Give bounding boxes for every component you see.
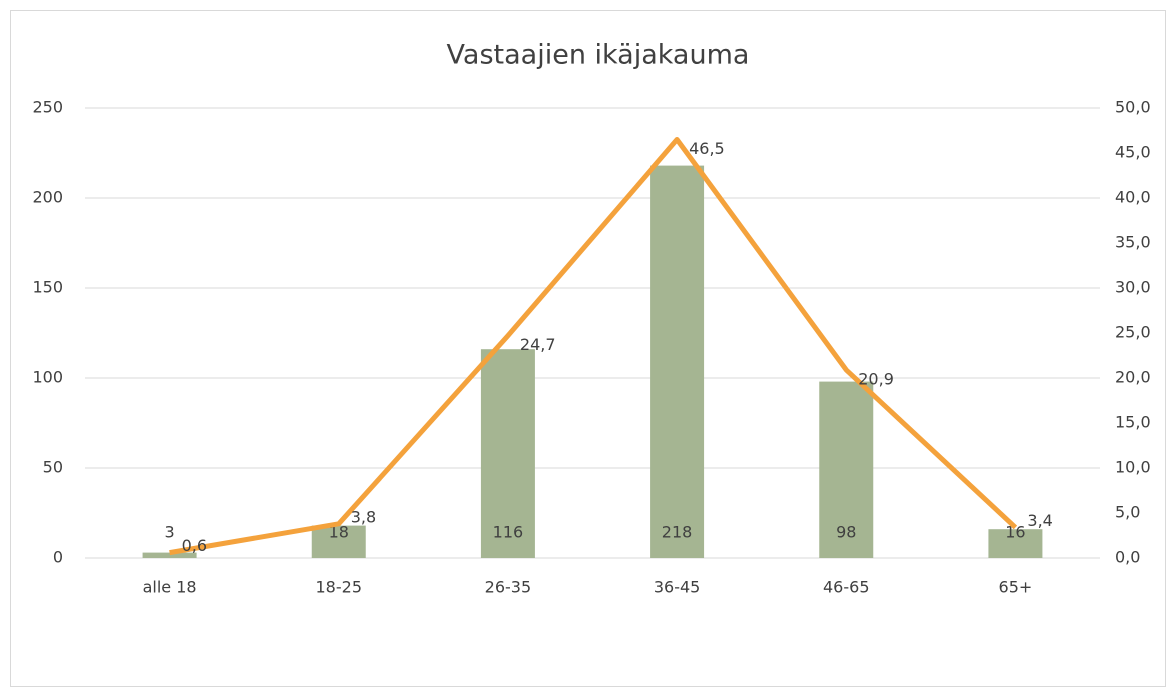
y2-tick-label: 20,0 <box>1115 368 1151 387</box>
y-tick-label: 50 <box>43 458 63 477</box>
line-value-label: 3,4 <box>1027 511 1052 530</box>
bar <box>480 349 535 558</box>
bar-value-label: 3 <box>164 523 174 542</box>
line <box>169 137 1018 556</box>
x-tick-label: 26-35 <box>485 578 532 597</box>
y-tick-label: 200 <box>32 188 63 207</box>
line-value-label: 46,5 <box>689 139 725 158</box>
x-tick-label: 36-45 <box>654 578 701 597</box>
y2-tick-label: 30,0 <box>1115 278 1151 297</box>
y2-tick-label: 40,0 <box>1115 188 1151 207</box>
bar <box>650 165 705 558</box>
bar <box>819 381 874 558</box>
x-tick-label: 65+ <box>999 578 1033 597</box>
y2-tick-label: 50,0 <box>1115 98 1151 117</box>
y2-tick-label: 25,0 <box>1115 323 1151 342</box>
line-value-label: 3,8 <box>351 507 376 526</box>
y2-tick-label: 0,0 <box>1115 548 1140 567</box>
x-tick-label: alle 18 <box>143 578 197 597</box>
y2-tick-label: 35,0 <box>1115 233 1151 252</box>
line-value-label: 0,6 <box>182 536 207 555</box>
bar-value-label: 98 <box>836 523 856 542</box>
y2-tick-label: 10,0 <box>1115 458 1151 477</box>
bar <box>311 525 366 558</box>
bar-value-label: 218 <box>662 523 693 542</box>
chart-frame <box>10 10 1166 687</box>
y-tick-label: 250 <box>32 98 63 117</box>
bar <box>142 552 197 558</box>
line-value-label: 20,9 <box>858 369 894 388</box>
y2-tick-label: 15,0 <box>1115 413 1151 432</box>
x-tick-label: 46-65 <box>823 578 870 597</box>
y2-tick-label: 5,0 <box>1115 503 1140 522</box>
x-tick-label: 18-25 <box>316 578 363 597</box>
chart-title: Vastaajien ikäjakauma <box>447 40 750 71</box>
bar-value-label: 116 <box>493 523 524 542</box>
y2-tick-label: 45,0 <box>1115 143 1151 162</box>
bar <box>988 529 1043 558</box>
bar-value-label: 16 <box>1005 523 1025 542</box>
y-tick-label: 100 <box>32 368 63 387</box>
line-value-label: 24,7 <box>520 335 556 354</box>
y-tick-label: 0 <box>53 548 63 567</box>
bar-value-label: 18 <box>329 523 349 542</box>
y-tick-label: 150 <box>32 278 63 297</box>
